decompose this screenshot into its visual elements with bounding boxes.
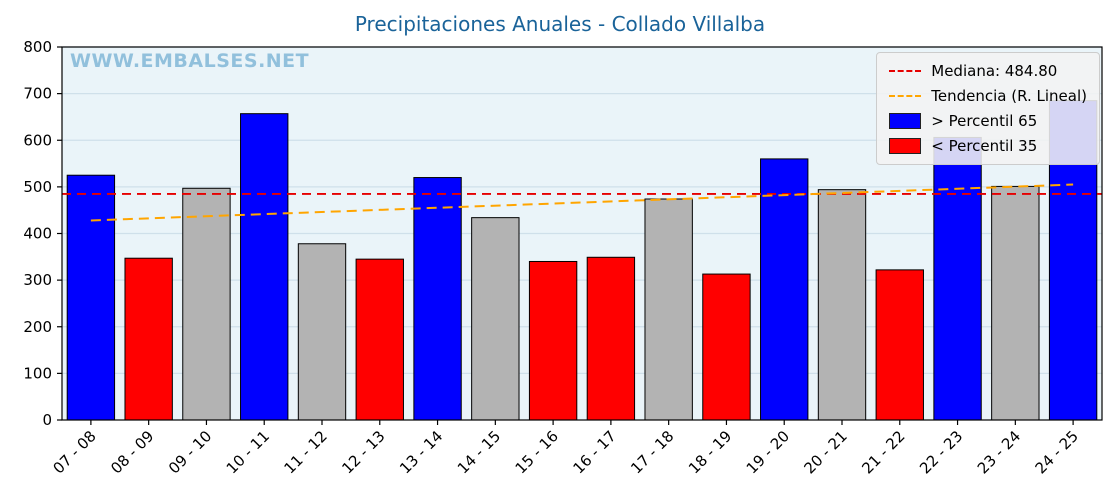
x-tick-label: 09 - 10	[165, 427, 215, 477]
x-tick-label: 24 - 25	[1032, 427, 1082, 477]
bar	[933, 136, 982, 421]
bar	[586, 256, 636, 421]
bar	[644, 198, 693, 421]
x-tick-label: 15 - 16	[512, 427, 562, 477]
bar	[702, 273, 751, 421]
p65-swatch	[889, 113, 922, 129]
y-tick-label: 300	[23, 271, 52, 289]
bar	[297, 243, 347, 421]
y-tick-label: 800	[23, 38, 52, 56]
x-tick-label: 18 - 19	[685, 427, 735, 477]
bar	[124, 257, 173, 421]
bar	[471, 217, 520, 421]
trend-line	[90, 183, 1074, 222]
x-tick-label: 12 - 13	[338, 427, 388, 477]
x-tick-label: 14 - 15	[454, 427, 504, 477]
x-tick-label: 11 - 12	[281, 427, 331, 477]
legend-item-trend: Tendencia (R. Lineal)	[889, 87, 1087, 105]
legend-item-p65: > Percentil 65	[889, 112, 1087, 130]
x-tick-label: 21 - 22	[858, 427, 908, 477]
y-tick-label: 700	[23, 85, 52, 103]
chart-title: Precipitaciones Anuales - Collado Villal…	[354, 12, 766, 36]
bar	[991, 185, 1040, 421]
x-tick-label: 07 - 08	[49, 427, 99, 477]
bar	[413, 177, 462, 421]
watermark: WWW.EMBALSES.NET	[70, 50, 310, 72]
y-tick-label: 200	[23, 318, 52, 336]
x-tick-label: 19 - 20	[743, 427, 793, 477]
legend: Mediana: 484.80 Tendencia (R. Lineal) > …	[876, 52, 1100, 165]
legend-label-p35: < Percentil 35	[931, 137, 1038, 155]
legend-label-trend: Tendencia (R. Lineal)	[931, 87, 1087, 105]
bar	[240, 113, 289, 421]
x-tick-label: 08 - 09	[107, 427, 157, 477]
y-tick-label: 500	[23, 178, 52, 196]
x-tick-label: 22 - 23	[916, 427, 966, 477]
y-tick-label: 400	[23, 225, 52, 243]
y-tick-label: 600	[23, 131, 52, 149]
bar	[760, 158, 809, 421]
y-tick-label: 0	[42, 411, 52, 429]
x-tick-label: 20 - 21	[801, 427, 851, 477]
x-tick-label: 10 - 11	[223, 427, 273, 477]
bar	[528, 260, 578, 421]
x-tick-label: 17 - 18	[627, 427, 677, 477]
legend-label-median: Mediana: 484.80	[931, 62, 1058, 80]
p35-swatch	[889, 138, 922, 154]
y-tick-label: 100	[23, 364, 52, 382]
x-tick-label: 13 - 14	[396, 427, 446, 477]
legend-item-median: Mediana: 484.80	[889, 62, 1087, 80]
x-tick-label: 16 - 17	[569, 427, 619, 477]
bar	[355, 258, 404, 421]
bar	[66, 174, 116, 421]
bar	[817, 189, 867, 421]
legend-label-p65: > Percentil 65	[931, 112, 1038, 130]
trend-line-sample	[889, 95, 922, 97]
bar	[875, 269, 924, 421]
bar	[182, 187, 231, 421]
median-line-sample	[889, 70, 922, 72]
legend-item-p35: < Percentil 35	[889, 137, 1087, 155]
x-tick-label: 23 - 24	[974, 427, 1024, 477]
